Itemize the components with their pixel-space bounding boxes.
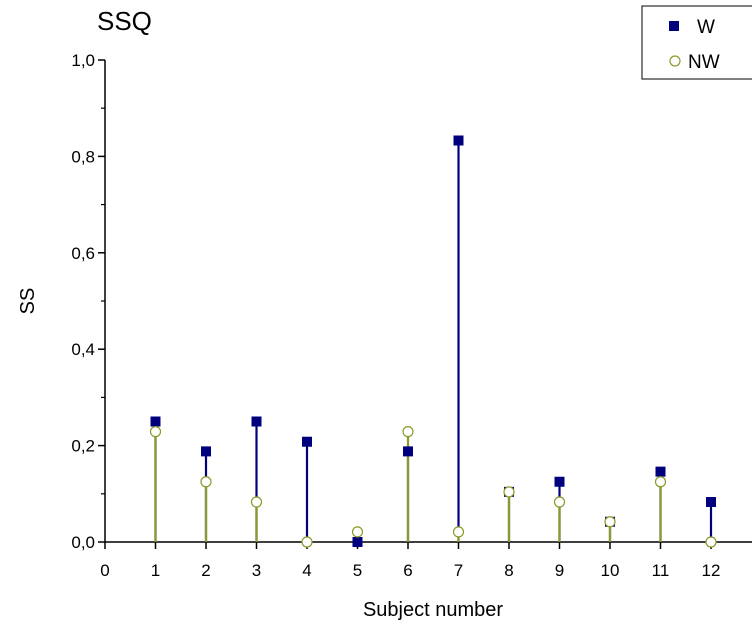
x-tick-label: 11 — [652, 561, 670, 580]
x-tick-label: 12 — [702, 561, 721, 580]
ticks: 0,00,20,40,60,81,00 1 2 3 4 5 6 7 8 9 10 11 12 — [71, 51, 720, 580]
markers — [149, 135, 717, 548]
legend-nw-label: NW — [688, 52, 720, 73]
nw-point — [402, 426, 414, 438]
x-tick-label: 1 — [151, 561, 160, 580]
axes — [104, 60, 752, 543]
x-tick-label: 9 — [555, 561, 564, 580]
nw-point — [452, 526, 465, 538]
w-point — [150, 416, 161, 427]
nw-point — [200, 476, 212, 488]
y-tick-label: 0,0 — [71, 533, 95, 552]
w-point — [554, 476, 565, 487]
x-tick-label: 6 — [403, 561, 412, 580]
x-tick-label: 7 — [454, 561, 463, 580]
nw-point — [351, 526, 364, 538]
x-tick-label: 4 — [302, 561, 311, 580]
y-tick-label: 0,8 — [71, 147, 95, 166]
legend-box — [641, 5, 752, 80]
nw-point — [654, 476, 667, 488]
y-tick-label: 0,2 — [71, 437, 95, 456]
nw-point — [149, 426, 162, 438]
w-point — [302, 436, 312, 447]
nw-point — [705, 536, 717, 548]
chart-title: SSQ — [97, 6, 152, 36]
legend-nw-marker — [669, 55, 681, 67]
legend-w-label: W — [697, 17, 715, 38]
nw-point — [553, 496, 566, 508]
nw-point — [503, 486, 515, 498]
y-tick-label: 0,6 — [71, 244, 95, 263]
x-tick-label: 3 — [252, 561, 261, 580]
y-tick-label: 0,4 — [71, 340, 95, 359]
x-tick-label: 0 — [100, 561, 109, 580]
nw-point — [301, 536, 313, 548]
y-axis-title: SS — [17, 288, 39, 315]
w-point — [201, 446, 211, 457]
w-point — [706, 496, 716, 507]
y-tick-label: 1,0 — [71, 51, 95, 70]
nw-point — [250, 496, 263, 508]
w-point — [453, 135, 464, 146]
x-tick-label: 10 — [601, 561, 620, 580]
w-point — [403, 446, 413, 457]
x-tick-label: 8 — [504, 561, 513, 580]
nw-point — [604, 516, 616, 528]
drop-lines — [154, 140, 713, 542]
w-point — [352, 537, 363, 547]
x-tick-label: 5 — [353, 561, 362, 580]
x-axis-title: Subject number — [363, 599, 503, 621]
legend-w-marker — [669, 21, 679, 31]
w-point — [655, 466, 666, 477]
legend: W NW — [641, 5, 752, 80]
x-tick-label: 2 — [201, 561, 210, 580]
w-point — [251, 416, 262, 427]
